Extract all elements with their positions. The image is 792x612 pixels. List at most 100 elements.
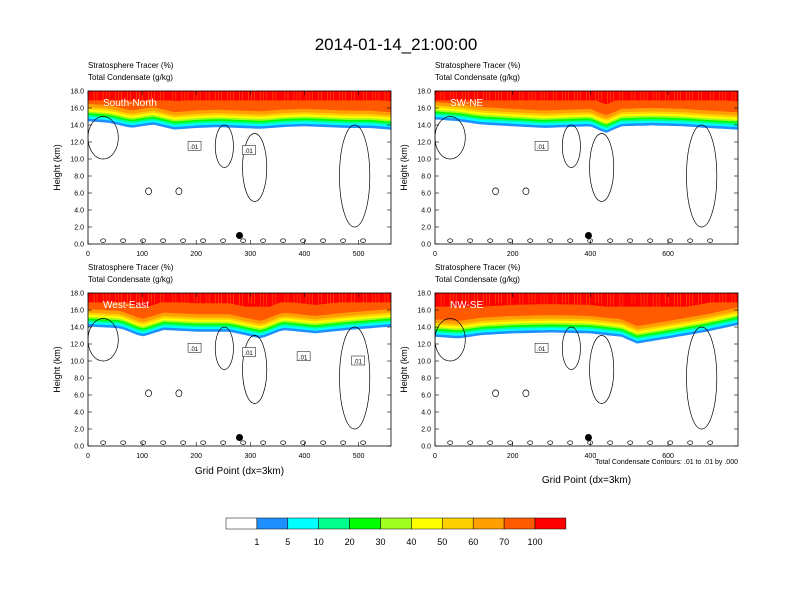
colorbar-label: 10: [314, 537, 324, 547]
y-tick-label: 10.0: [417, 359, 431, 366]
panel-west-east: Stratosphere Tracer (%) Total Condensate …: [52, 263, 392, 477]
surface-contour: [467, 440, 473, 445]
condensate-contour: [214, 326, 234, 370]
panel-label: West-East: [103, 300, 149, 311]
surface-contour: [120, 440, 126, 445]
y-tick-label: 12.0: [417, 342, 431, 349]
contour-label-box: [534, 141, 549, 151]
condensate-contour: [686, 326, 718, 430]
x-tick-label: 400: [585, 453, 597, 460]
y-tick-label: 0.0: [421, 242, 431, 249]
plot-frame: [87, 90, 392, 245]
location-marker: [584, 434, 592, 441]
condensate-contour: [522, 389, 530, 398]
colorbar-swatch: [472, 517, 505, 530]
surface-contour: [340, 238, 346, 243]
condensate-contour: [589, 133, 615, 202]
surface-contour: [607, 440, 613, 445]
surface-contour: [527, 440, 533, 445]
panel-nw-se: Stratosphere Tracer (%) Total Condensate …: [399, 263, 739, 486]
surface-contour: [487, 440, 493, 445]
contour-note: Total Condensate Contours: .01 to .01 by…: [595, 459, 738, 466]
surface-contour: [360, 440, 366, 445]
y-tick-label: 4.0: [74, 208, 84, 215]
condensate-contour: [435, 116, 466, 160]
surface-contour: [507, 238, 513, 243]
y-tick-label: 4.0: [421, 208, 431, 215]
contour-label-box: [242, 145, 256, 155]
panel-south-north: Stratosphere Tracer (%) Total Condensate …: [52, 61, 392, 258]
y-tick-label: 8.0: [74, 174, 84, 181]
surface-contour: [627, 440, 633, 445]
colorbar-swatch: [318, 517, 350, 530]
panel-sw-ne: Stratosphere Tracer (%) Total Condensate …: [399, 61, 739, 258]
y-tick-label: 12.0: [70, 140, 84, 147]
panel-subtitle-1: Stratosphere Tracer (%): [435, 61, 521, 70]
y-axis-label: Height (km): [52, 144, 62, 191]
x-tick-label: 100: [136, 251, 148, 258]
condensate-contours: [88, 116, 371, 243]
x-tick-label: 400: [299, 453, 311, 460]
condensate-contours: [88, 318, 371, 445]
x-tick-label: 300: [244, 251, 256, 258]
condensate-contour: [88, 318, 119, 362]
y-tick-label: 2.0: [74, 427, 84, 434]
contour-label: .01: [353, 360, 362, 366]
y-tick-label: 16.0: [417, 106, 431, 113]
condensate-contour: [561, 326, 581, 370]
y-tick-label: 6.0: [421, 191, 431, 198]
condensate-contour: [175, 187, 183, 196]
colorbar-label: 100: [527, 537, 542, 547]
stratosphere-tracer-field: [88, 293, 391, 339]
condensate-contour: [492, 389, 499, 398]
condensate-contour: [561, 124, 581, 168]
y-tick-label: 4.0: [421, 410, 431, 417]
colorbar-swatch: [503, 517, 536, 530]
surface-contour: [647, 238, 653, 243]
y-axis-label: Height (km): [52, 346, 62, 393]
surface-contour: [527, 238, 533, 243]
surface-contour: [100, 238, 107, 243]
surface-contour: [160, 238, 166, 243]
contour-label-box: [534, 343, 549, 353]
y-tick-label: 18.0: [417, 291, 431, 298]
y-tick-label: 16.0: [70, 106, 84, 113]
panel-subtitle-2: Total Condensate (g/kg): [88, 73, 173, 82]
condensate-contour: [686, 124, 718, 228]
contour-label: .01: [190, 145, 199, 151]
surface-contour: [607, 238, 613, 243]
surface-contour: [140, 440, 146, 445]
surface-contour: [687, 238, 693, 243]
y-tick-label: 8.0: [421, 376, 431, 383]
colorbar-label: 30: [375, 537, 385, 547]
surface-contour: [300, 440, 306, 445]
colorbar-label: 50: [437, 537, 447, 547]
x-tick-label: 0: [86, 453, 90, 460]
x-tick-label: 0: [86, 251, 90, 258]
surface-contour: [300, 238, 306, 243]
x-tick-label: 500: [353, 251, 365, 258]
y-tick-label: 0.0: [421, 444, 431, 451]
stratosphere-tracer-field: [88, 91, 391, 130]
contour-label-box: [187, 141, 202, 151]
surface-contour: [280, 440, 286, 445]
condensate-contour: [145, 187, 152, 196]
surface-contour: [687, 440, 693, 445]
colorbar-swatch: [442, 517, 474, 530]
y-tick-label: 14.0: [417, 123, 431, 130]
surface-contour: [200, 238, 206, 243]
contour-label: .01: [537, 145, 546, 151]
location-marker: [584, 232, 592, 239]
y-tick-label: 14.0: [70, 325, 84, 332]
y-tick-label: 6.0: [74, 393, 84, 400]
surface-contour: [220, 238, 226, 243]
y-axis-label: Height (km): [399, 346, 409, 393]
surface-contour: [100, 440, 107, 445]
surface-contour: [567, 440, 573, 445]
y-axis-label: Height (km): [399, 144, 409, 191]
x-tick-label: 200: [190, 251, 202, 258]
stratosphere-tracer-field: [435, 293, 738, 344]
surface-contour: [567, 238, 573, 243]
y-tick-label: 10.0: [417, 157, 431, 164]
contour-label-box: [296, 351, 311, 361]
